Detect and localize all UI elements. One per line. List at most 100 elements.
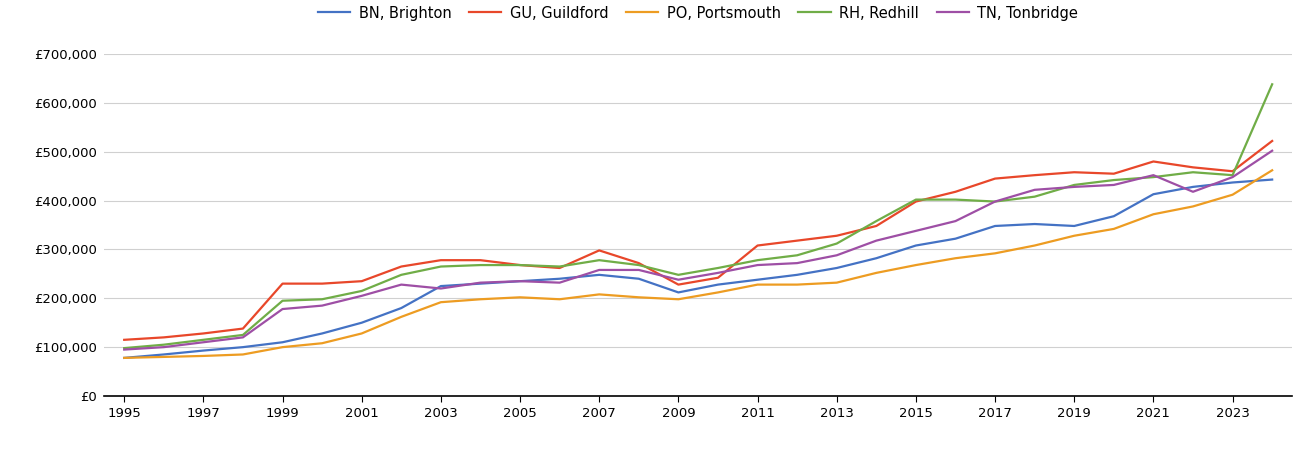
BN, Brighton: [552, 276, 568, 281]
PO, Portsmouth: [315, 341, 330, 346]
GU, Guildford: [947, 189, 963, 194]
BN, Brighton: [1224, 180, 1240, 185]
BN, Brighton: [472, 281, 488, 286]
TN, Tonbridge: [275, 306, 291, 312]
PO, Portsmouth: [671, 297, 686, 302]
BN, Brighton: [790, 272, 805, 278]
TN, Tonbridge: [1185, 189, 1201, 194]
GU, Guildford: [393, 264, 408, 269]
GU, Guildford: [1105, 171, 1121, 176]
RH, Redhill: [512, 262, 527, 268]
TN, Tonbridge: [472, 280, 488, 285]
GU, Guildford: [868, 223, 883, 229]
RH, Redhill: [868, 218, 883, 224]
BN, Brighton: [1105, 213, 1121, 219]
RH, Redhill: [196, 337, 211, 342]
TN, Tonbridge: [632, 267, 647, 273]
TN, Tonbridge: [354, 293, 369, 298]
GU, Guildford: [1066, 170, 1082, 175]
GU, Guildford: [671, 282, 686, 287]
PO, Portsmouth: [749, 282, 765, 287]
GU, Guildford: [354, 279, 369, 284]
RH, Redhill: [1066, 182, 1082, 188]
GU, Guildford: [1265, 138, 1280, 144]
RH, Redhill: [988, 199, 1004, 204]
Legend: BN, Brighton, GU, Guildford, PO, Portsmouth, RH, Redhill, TN, Tonbridge: BN, Brighton, GU, Guildford, PO, Portsmo…: [312, 0, 1084, 27]
GU, Guildford: [552, 266, 568, 271]
TN, Tonbridge: [1105, 182, 1121, 188]
PO, Portsmouth: [1185, 204, 1201, 209]
RH, Redhill: [155, 342, 171, 347]
GU, Guildford: [749, 243, 765, 248]
PO, Portsmouth: [632, 295, 647, 300]
TN, Tonbridge: [1027, 187, 1043, 193]
TN, Tonbridge: [393, 282, 408, 287]
RH, Redhill: [315, 297, 330, 302]
TN, Tonbridge: [1146, 172, 1161, 178]
TN, Tonbridge: [868, 238, 883, 243]
RH, Redhill: [1105, 177, 1121, 183]
TN, Tonbridge: [1066, 184, 1082, 189]
GU, Guildford: [1224, 169, 1240, 174]
TN, Tonbridge: [315, 303, 330, 308]
BN, Brighton: [749, 277, 765, 283]
TN, Tonbridge: [433, 286, 449, 291]
PO, Portsmouth: [1265, 167, 1280, 173]
TN, Tonbridge: [947, 218, 963, 224]
BN, Brighton: [275, 340, 291, 345]
BN, Brighton: [155, 352, 171, 357]
GU, Guildford: [591, 248, 607, 253]
RH, Redhill: [1027, 194, 1043, 199]
GU, Guildford: [155, 335, 171, 340]
GU, Guildford: [433, 257, 449, 263]
BN, Brighton: [1027, 221, 1043, 227]
RH, Redhill: [275, 298, 291, 303]
PO, Portsmouth: [196, 353, 211, 359]
PO, Portsmouth: [354, 331, 369, 336]
GU, Guildford: [275, 281, 291, 286]
BN, Brighton: [988, 223, 1004, 229]
RH, Redhill: [433, 264, 449, 269]
GU, Guildford: [908, 199, 924, 204]
TN, Tonbridge: [829, 252, 844, 258]
BN, Brighton: [512, 279, 527, 284]
GU, Guildford: [710, 275, 726, 280]
PO, Portsmouth: [1224, 192, 1240, 198]
GU, Guildford: [1185, 165, 1201, 170]
GU, Guildford: [790, 238, 805, 243]
PO, Portsmouth: [1066, 233, 1082, 238]
Line: GU, Guildford: GU, Guildford: [124, 141, 1272, 340]
PO, Portsmouth: [868, 270, 883, 275]
RH, Redhill: [552, 264, 568, 269]
BN, Brighton: [591, 272, 607, 278]
BN, Brighton: [632, 276, 647, 281]
GU, Guildford: [1027, 172, 1043, 178]
TN, Tonbridge: [908, 228, 924, 234]
PO, Portsmouth: [512, 295, 527, 300]
Line: BN, Brighton: BN, Brighton: [124, 180, 1272, 358]
RH, Redhill: [947, 197, 963, 202]
RH, Redhill: [235, 332, 251, 338]
BN, Brighton: [1185, 184, 1201, 189]
BN, Brighton: [315, 331, 330, 336]
Line: PO, Portsmouth: PO, Portsmouth: [124, 170, 1272, 358]
BN, Brighton: [710, 282, 726, 287]
TN, Tonbridge: [512, 279, 527, 284]
TN, Tonbridge: [155, 344, 171, 350]
GU, Guildford: [472, 257, 488, 263]
TN, Tonbridge: [591, 267, 607, 273]
GU, Guildford: [512, 262, 527, 268]
BN, Brighton: [354, 320, 369, 325]
RH, Redhill: [1265, 81, 1280, 87]
PO, Portsmouth: [116, 355, 132, 360]
RH, Redhill: [1185, 170, 1201, 175]
PO, Portsmouth: [1105, 226, 1121, 232]
GU, Guildford: [196, 331, 211, 336]
BN, Brighton: [1265, 177, 1280, 182]
BN, Brighton: [1066, 223, 1082, 229]
RH, Redhill: [1224, 172, 1240, 178]
PO, Portsmouth: [552, 297, 568, 302]
BN, Brighton: [196, 348, 211, 353]
BN, Brighton: [671, 290, 686, 295]
TN, Tonbridge: [671, 277, 686, 283]
